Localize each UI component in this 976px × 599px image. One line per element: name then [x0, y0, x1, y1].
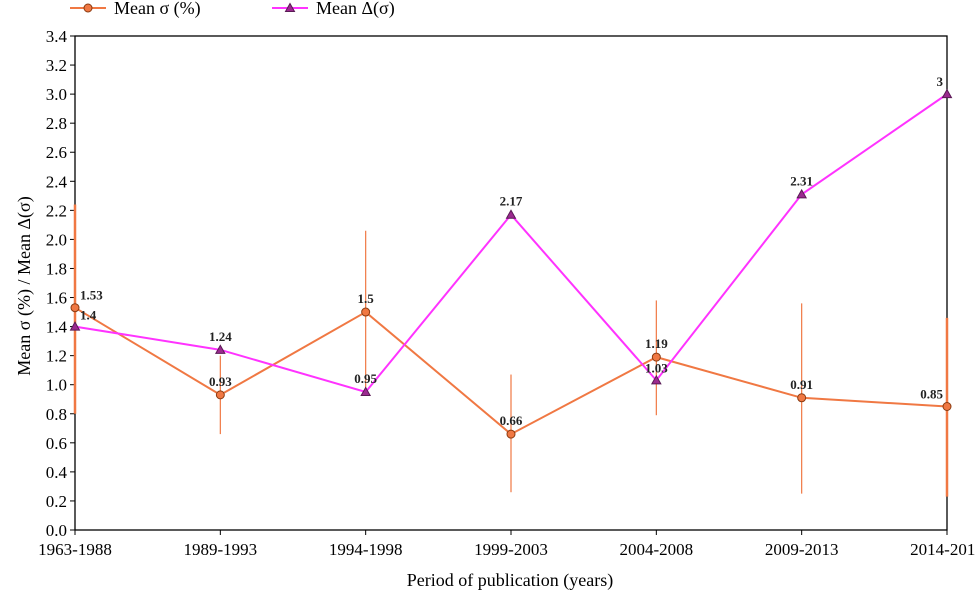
x-tick-label: 2009-2013 [765, 540, 839, 559]
data-point-mean-sigma [506, 429, 516, 439]
data-label-mean-delta-sigma: 0.95 [354, 371, 377, 386]
data-point-mean-delta-sigma [796, 188, 808, 199]
y-tick-label: 2.4 [46, 172, 68, 191]
y-tick-label: 0.4 [46, 463, 68, 482]
y-tick-label: 1.2 [46, 347, 67, 366]
data-point-mean-sigma [942, 402, 952, 411]
data-point-mean-delta-sigma [360, 386, 372, 396]
data-point-mean-sigma [70, 303, 80, 313]
data-label-mean-delta-sigma: 3 [937, 74, 944, 89]
x-axis-ticks: 1963-1988 1989-1993 1994-1998 1999-2003 2004… [38, 530, 976, 559]
legend-item-mean-delta-sigma: Mean Δ(σ) [272, 0, 395, 19]
data-label-mean-delta-sigma: 2.17 [500, 194, 523, 209]
y-tick-label: 0.8 [46, 405, 67, 424]
data-point-mean-delta-sigma [69, 321, 81, 331]
data-point-mean-delta-sigma [941, 88, 953, 99]
error-bars [73, 204, 949, 497]
x-axis-title: Period of publication (years) [407, 570, 613, 591]
data-label-mean-sigma: 1.19 [645, 336, 668, 351]
x-tick-label: 1989-1993 [183, 540, 257, 559]
data-label-mean-sigma: 0.93 [209, 374, 232, 389]
y-tick-label: 3.4 [46, 27, 68, 46]
y-tick-label: 2.8 [46, 114, 67, 133]
data-label-mean-sigma: 0.91 [790, 377, 813, 392]
data-point-mean-sigma [797, 393, 807, 403]
y-tick-label: 0.0 [46, 521, 67, 540]
data-point-mean-delta-sigma [505, 209, 517, 219]
y-tick-label: 1.4 [46, 318, 68, 337]
y-tick-label: 3.0 [46, 85, 67, 104]
x-tick-label: 1999-2003 [474, 540, 548, 559]
series-line-mean-delta-sigma [74, 93, 948, 394]
y-axis-ticks: 0.0 0.2 0.4 0.6 0.8 1.0 1.2 1.4 1.6 1.8 2.0 2.2 2.4 2… [46, 27, 75, 540]
y-tick-label: 0.6 [46, 434, 67, 453]
data-point-mean-sigma [361, 307, 371, 317]
y-tick-label: 1.6 [46, 289, 67, 308]
legend: Mean σ (%) Mean Δ(σ) [70, 0, 395, 19]
data-labels: 1.53 0.93 1.5 0.66 1.19 0.91 0.85 1.4 1.24 0.95 2.… [80, 74, 944, 428]
y-axis-title: Mean σ (%) / Mean Δ(σ) [14, 196, 35, 375]
series-markers [69, 88, 953, 439]
y-tick-label: 2.0 [46, 230, 67, 249]
data-point-mean-sigma [215, 390, 225, 400]
data-label-mean-sigma: 1.53 [80, 288, 103, 303]
x-tick-label: 1963-1988 [38, 540, 112, 559]
legend-label-mean-sigma: Mean σ (%) [114, 0, 201, 19]
data-label-mean-delta-sigma: 1.03 [645, 360, 668, 375]
legend-marker-mean-delta-sigma [284, 2, 296, 12]
data-label-mean-delta-sigma: 1.4 [80, 308, 97, 323]
legend-marker-mean-sigma [83, 3, 93, 13]
data-point-mean-delta-sigma [214, 344, 226, 354]
data-label-mean-sigma: 0.66 [500, 413, 523, 428]
data-label-mean-sigma: 1.5 [358, 291, 375, 306]
y-tick-label: 3.2 [46, 56, 67, 75]
data-label-mean-delta-sigma: 2.31 [790, 173, 813, 188]
data-point-mean-sigma [651, 352, 661, 362]
y-tick-label: 2.6 [46, 143, 67, 162]
legend-item-mean-sigma: Mean σ (%) [70, 0, 201, 19]
y-tick-label: 1.0 [46, 376, 67, 395]
y-tick-label: 2.2 [46, 201, 67, 220]
legend-label-mean-delta-sigma: Mean Δ(σ) [316, 0, 395, 19]
y-tick-label: 1.8 [46, 259, 67, 278]
data-label-mean-delta-sigma: 1.24 [209, 329, 232, 344]
x-tick-label: 1994-1998 [329, 540, 403, 559]
x-tick-label: 2004-2008 [619, 540, 693, 559]
data-label-mean-sigma: 0.85 [920, 387, 943, 402]
x-tick-label: 2014-2018 [910, 540, 976, 559]
data-point-mean-delta-sigma [650, 374, 662, 385]
y-tick-label: 0.2 [46, 492, 67, 511]
